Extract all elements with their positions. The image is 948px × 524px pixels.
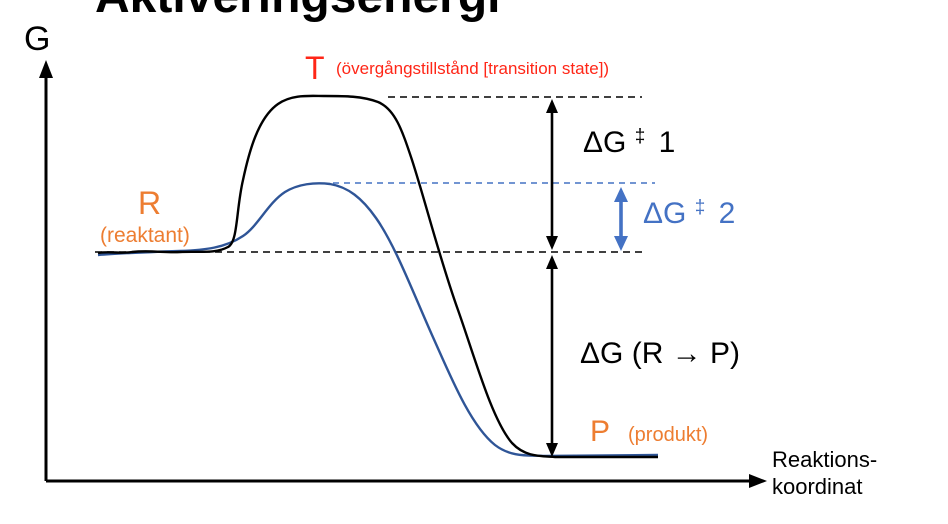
transition-state-description: (övergångstillstånd [transition state]) <box>336 59 609 78</box>
arrow-down-icon <box>546 236 558 250</box>
transition-state-symbol: T <box>305 50 325 86</box>
y-axis-label: G <box>24 20 50 58</box>
arrow-up-icon <box>546 99 558 113</box>
arrow-up-icon <box>546 255 558 269</box>
reactant-symbol: R <box>138 185 161 221</box>
overall-free-energy-label: ΔG (R → P) <box>580 337 740 370</box>
activation-energy-2-label-sup: ‡ <box>695 197 706 218</box>
slide-title: Aktiveringsenergi <box>95 0 500 23</box>
reactant-description: (reaktant) <box>100 224 190 247</box>
activation-energy-2-label-num: 2 <box>719 197 736 230</box>
product-description: (produkt) <box>628 424 708 446</box>
x-axis-arrowhead-icon <box>749 474 767 488</box>
activation-energy-1-label-sup: ‡ <box>635 126 646 147</box>
activation-energy-2-arrow <box>614 187 628 251</box>
arrow-down-icon <box>614 236 628 251</box>
uncatalyzed-reaction-curve <box>97 94 658 459</box>
arrow-up-icon <box>614 187 628 202</box>
activation-energy-1-label-num: 1 <box>659 126 676 159</box>
activation-energy-1-label: ΔG ‡ 1 <box>583 116 675 159</box>
x-axis-label-line2: koordinat <box>772 474 863 499</box>
y-axis <box>39 60 53 481</box>
x-axis-label-line1: Reaktions- <box>772 447 877 472</box>
y-axis-arrowhead-icon <box>39 60 53 78</box>
activation-energy-2-label-base: ΔG <box>643 197 686 230</box>
product-symbol: P <box>590 415 610 448</box>
x-axis <box>46 474 767 488</box>
arrow-down-icon <box>546 443 558 457</box>
activation-energy-2-label: ΔG ‡ 2 <box>643 187 735 230</box>
activation-energy-1-label-base: ΔG <box>583 126 626 159</box>
catalyzed-reaction-curve <box>97 182 659 458</box>
overall-free-energy-arrow <box>546 255 558 457</box>
activation-energy-1-arrow <box>546 99 558 250</box>
